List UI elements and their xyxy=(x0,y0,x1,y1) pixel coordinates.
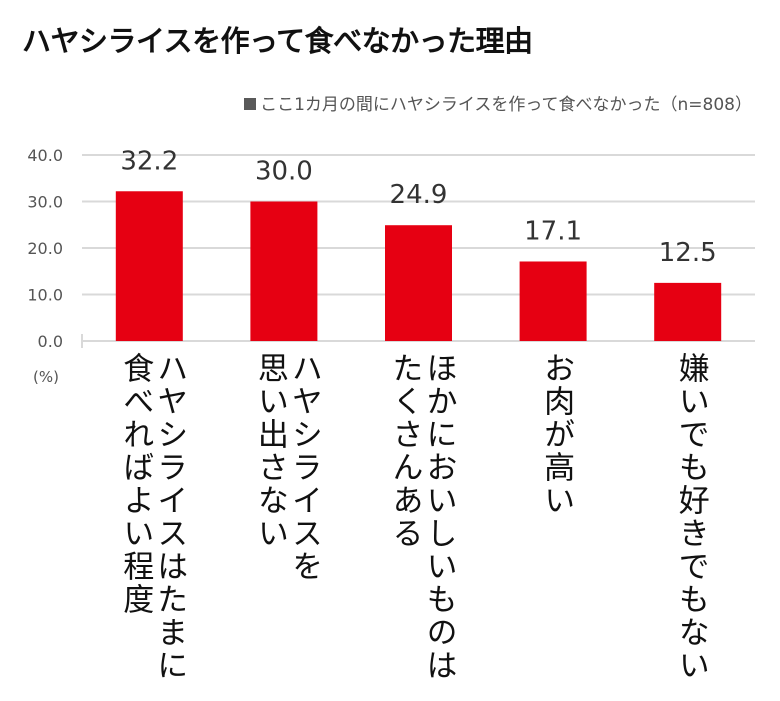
legend: ここ1カ月の間にハヤシライスを作って食べなかった（n=808） xyxy=(244,90,752,115)
x-category-label: ほかにおいしいものは たくさんある xyxy=(386,352,457,682)
data-label: 17.1 xyxy=(524,216,582,246)
bar xyxy=(654,282,722,341)
y-tick-label: 10.0 xyxy=(27,286,63,305)
category-label-line: お肉が高い xyxy=(538,352,575,517)
category-label-line: 嫌いでも好きでもない xyxy=(672,352,709,682)
x-category-label: ハヤシライスを 思い出さない xyxy=(251,352,322,583)
x-category-label: お肉が高い xyxy=(538,352,575,517)
category-label-line: たくさんある xyxy=(386,352,423,550)
chart-title: ハヤシライスを作って食べなかった理由 xyxy=(22,24,533,58)
data-label: 32.2 xyxy=(120,146,178,176)
data-label: 30.0 xyxy=(255,157,313,187)
category-label-line: 食べればよい程度 xyxy=(117,352,154,616)
x-category-label: ハヤシライスはたまに 食べればよい程度 xyxy=(117,352,188,682)
bar xyxy=(385,225,452,341)
y-tick-label: 30.0 xyxy=(27,193,63,212)
y-tick-label: 0.0 xyxy=(38,332,63,351)
legend-swatch xyxy=(244,98,257,110)
category-label-line: ハヤシライスを xyxy=(285,352,322,583)
bar xyxy=(115,191,183,341)
category-label-line: 思い出さない xyxy=(251,352,288,550)
data-label: 24.9 xyxy=(390,180,448,210)
legend-label: ここ1カ月の間にハヤシライスを作って食べなかった（n=808） xyxy=(260,95,752,115)
bar xyxy=(250,201,318,341)
bar xyxy=(519,261,587,341)
y-tick-label: 40.0 xyxy=(27,146,63,165)
y-axis-unit: (%) xyxy=(33,368,59,386)
x-category-label: 嫌いでも好きでもない xyxy=(672,352,709,682)
y-tick-label: 20.0 xyxy=(27,239,63,258)
data-label: 12.5 xyxy=(659,238,717,268)
category-label-line: ほかにおいしいものは xyxy=(420,352,457,682)
category-label-line: ハヤシライスはたまに xyxy=(151,352,188,682)
